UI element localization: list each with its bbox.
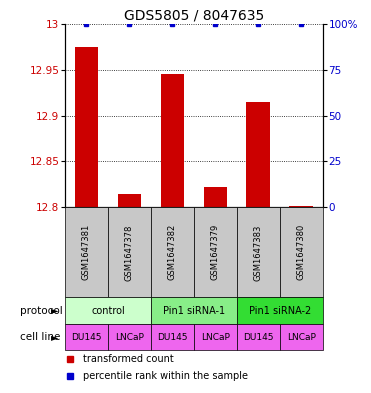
Bar (246, 102, 270, 208)
Text: cell line: cell line (20, 332, 60, 342)
Bar (118, 194, 141, 208)
Text: Pin1 siRNA-2: Pin1 siRNA-2 (249, 306, 311, 316)
Text: protocol: protocol (20, 306, 63, 316)
Text: ►: ► (51, 332, 59, 342)
Bar (65, 208, 108, 297)
Text: DU145: DU145 (157, 332, 188, 342)
Text: Pin1 siRNA-1: Pin1 siRNA-1 (163, 306, 225, 316)
Bar (289, 206, 313, 208)
Bar (75, 46, 98, 208)
Bar (108, 208, 151, 297)
Bar (194, 208, 237, 297)
Bar (280, 208, 323, 297)
Text: LNCaP: LNCaP (115, 332, 144, 342)
Title: GDS5805 / 8047635: GDS5805 / 8047635 (124, 8, 264, 22)
Text: GSM1647382: GSM1647382 (168, 224, 177, 281)
Text: DU145: DU145 (243, 332, 273, 342)
Bar (237, 297, 323, 324)
Bar (161, 74, 184, 208)
Bar (151, 324, 194, 351)
Bar (237, 324, 280, 351)
Text: transformed count: transformed count (83, 354, 174, 364)
Bar (108, 324, 151, 351)
Text: GSM1647383: GSM1647383 (254, 224, 263, 281)
Text: percentile rank within the sample: percentile rank within the sample (83, 371, 248, 382)
Text: control: control (91, 306, 125, 316)
Text: LNCaP: LNCaP (287, 332, 316, 342)
Text: GSM1647378: GSM1647378 (125, 224, 134, 281)
Bar (204, 187, 227, 208)
Text: GSM1647380: GSM1647380 (297, 224, 306, 281)
Bar (65, 297, 151, 324)
Bar (194, 324, 237, 351)
Bar (65, 324, 108, 351)
Bar (151, 208, 194, 297)
Bar (280, 324, 323, 351)
Text: ►: ► (51, 306, 59, 316)
Text: GSM1647381: GSM1647381 (82, 224, 91, 281)
Text: DU145: DU145 (71, 332, 102, 342)
Text: GSM1647379: GSM1647379 (211, 224, 220, 281)
Bar (151, 297, 237, 324)
Bar (237, 208, 280, 297)
Text: LNCaP: LNCaP (201, 332, 230, 342)
